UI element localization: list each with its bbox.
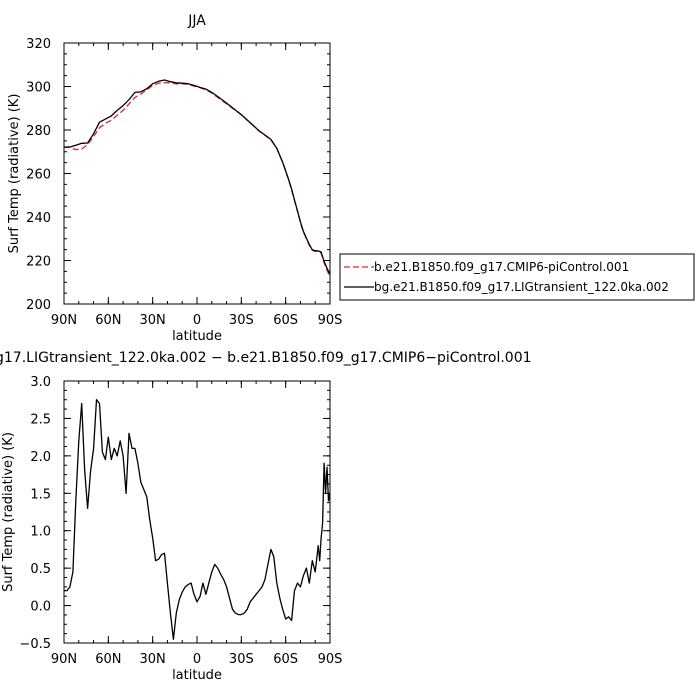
x-tick-label: 30N (140, 652, 166, 667)
legend-box (339, 253, 695, 301)
y-axis-title-2: Surf Temp (radiative) (K) (1, 432, 16, 592)
x-tick-label: 90N (51, 313, 77, 328)
x-tick-label: 30S (229, 313, 254, 328)
y-tick-label: 2.5 (30, 412, 51, 427)
y-tick-label: 280 (26, 124, 51, 139)
y-tick-label: 320 (26, 37, 51, 52)
y-tick-label: 240 (26, 211, 51, 226)
x-tick-label: 30N (140, 313, 166, 328)
x-tick-label: 30S (229, 652, 254, 667)
legend-label-2: bg.e21.B1850.f09_g17.LIGtransient_122.0k… (374, 280, 669, 294)
legend-label-1: b.e21.B1850.f09_g17.CMIP6-piControl.001 (374, 260, 629, 274)
series-line-1-2 (64, 79, 331, 275)
x-tick-label: 0 (193, 652, 201, 667)
chart-title-2: bg.e21.B1850.f09_g17.LIGtransient_122.0k… (0, 350, 532, 366)
y-tick-label: 0.0 (30, 600, 51, 615)
plot-frame-1 (63, 42, 331, 305)
y-tick-label: 1.5 (30, 487, 51, 502)
y-tick-label: 2.0 (30, 450, 51, 465)
x-tick-label: 90N (51, 652, 77, 667)
x-tick-label: 60N (95, 652, 121, 667)
x-tick-label: 90S (318, 652, 343, 667)
x-tick-label: 90S (318, 313, 343, 328)
x-tick-label: 60N (95, 313, 121, 328)
y-tick-label: 200 (26, 298, 51, 313)
plot-frame-2 (63, 380, 331, 644)
series-line-1-1 (64, 81, 331, 278)
y-tick-label: 1.0 (30, 525, 51, 540)
x-tick-label: 60S (273, 652, 298, 667)
x-axis-title-1: latitude (172, 329, 222, 344)
y-tick-label: −0.5 (19, 637, 51, 652)
x-tick-label: 0 (193, 313, 201, 328)
y-tick-label: 3.0 (30, 375, 51, 390)
y-tick-label: 0.5 (30, 562, 51, 577)
y-axis-title-1: Surf Temp (radiative) (K) (7, 94, 22, 254)
y-tick-label: 300 (26, 81, 51, 96)
x-tick-label: 60S (273, 313, 298, 328)
series-line-2-1 (64, 399, 331, 640)
y-tick-label: 220 (26, 255, 51, 270)
x-axis-title-2: latitude (172, 668, 222, 683)
y-tick-label: 260 (26, 168, 51, 183)
chart-title-1: JJA (187, 13, 206, 29)
